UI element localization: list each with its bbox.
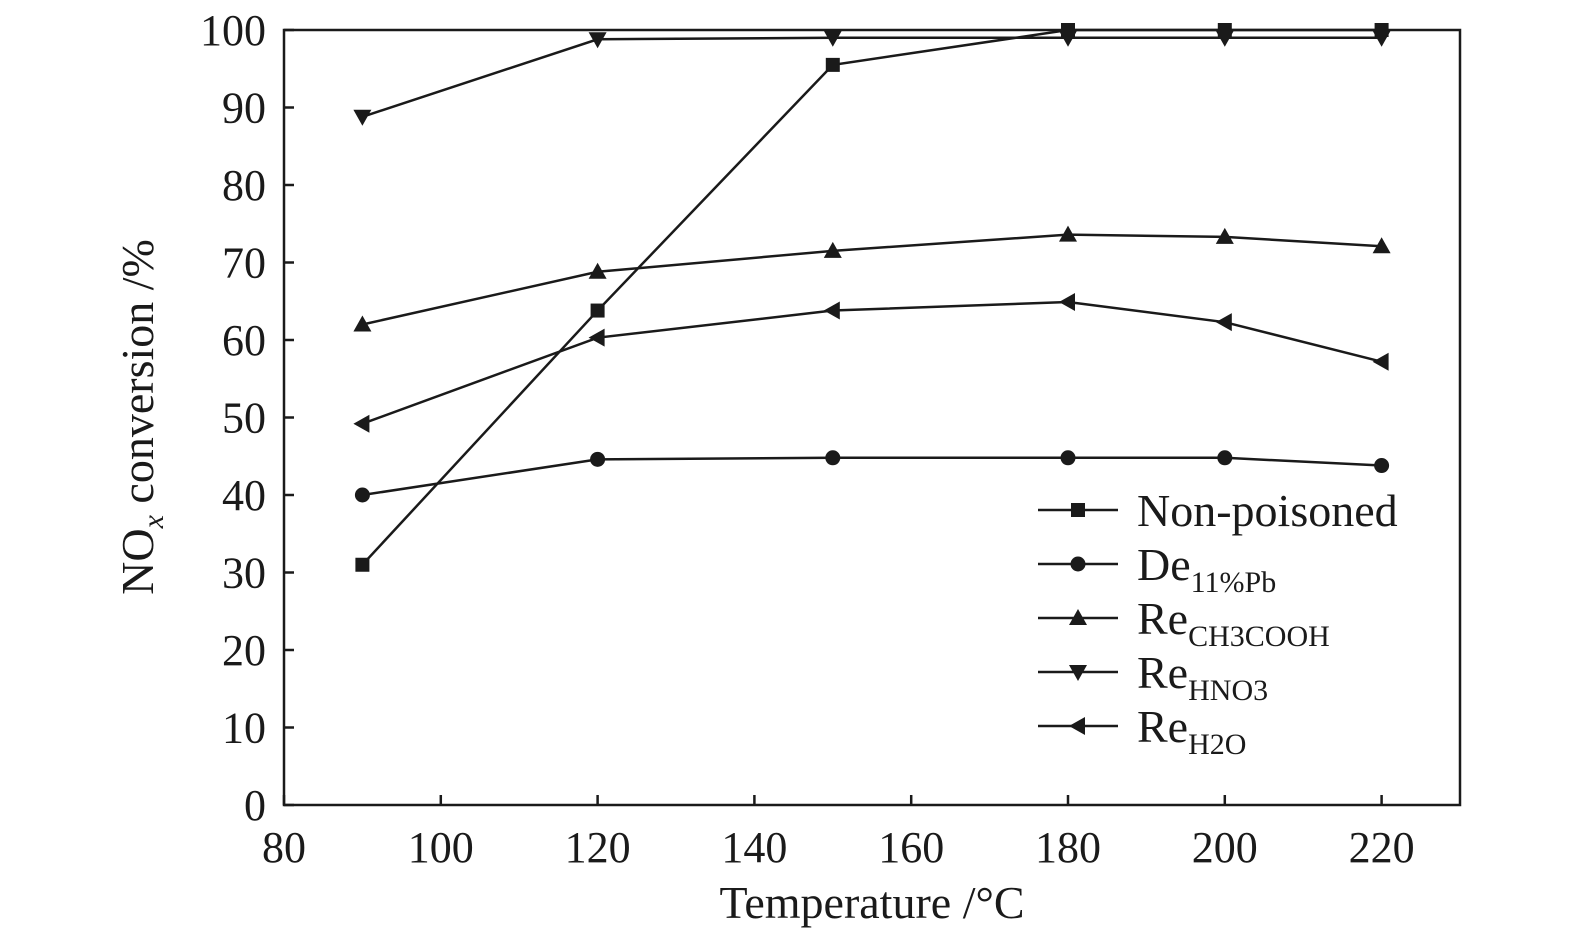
series-3 [353, 30, 1391, 126]
series-4 [353, 293, 1389, 433]
plot-frame [282, 28, 1462, 807]
x-tick-label: 140 [721, 823, 787, 872]
x-tick-label: 80 [262, 823, 306, 872]
legend-marker [1070, 556, 1086, 572]
data-point [1059, 293, 1075, 312]
y-tick-label: 70 [222, 239, 266, 288]
data-point [1372, 237, 1391, 254]
legend-marker [1071, 503, 1085, 517]
y-tick-label: 30 [222, 549, 266, 598]
x-tick-label: 120 [565, 823, 631, 872]
series-1 [354, 450, 1390, 503]
x-tick-label: 100 [408, 823, 474, 872]
y-tick-label: 50 [222, 394, 266, 443]
legend-marker [1069, 665, 1087, 681]
y-tick-label: 100 [200, 6, 266, 55]
legend-label: Non-poisoned [1137, 485, 1398, 536]
x-tick-label: 160 [878, 823, 944, 872]
data-point [1215, 227, 1234, 244]
y-tick-label: 40 [222, 471, 266, 520]
data-point [1215, 30, 1234, 47]
y-tick-label: 0 [244, 781, 266, 830]
y-tick-label: 10 [222, 704, 266, 753]
data-point [354, 487, 370, 503]
series-line [361, 300, 1382, 425]
legend-marker [1069, 717, 1085, 735]
x-axis-title: Temperature /°C [719, 877, 1024, 928]
data-point [590, 303, 605, 318]
y-tick-label: 60 [222, 316, 266, 365]
data-point [823, 30, 842, 47]
x-tick-label: 180 [1035, 823, 1101, 872]
legend-item: Non-poisoned [1038, 485, 1398, 536]
data-point [353, 315, 372, 332]
data-point [825, 57, 840, 72]
y-tick-label: 90 [222, 84, 266, 133]
data-point [1060, 450, 1076, 466]
data-point [588, 328, 605, 347]
x-axis: 80 100 120 140 160 180 200 220 [262, 795, 1415, 872]
data-point [823, 301, 840, 320]
legend-item: ReCH3COOH [1038, 593, 1330, 653]
data-point [1374, 458, 1390, 474]
data-point [1059, 30, 1077, 47]
legend-marker [1069, 609, 1087, 625]
series-line [362, 456, 1382, 497]
legend-label: ReCH3COOH [1137, 593, 1330, 653]
data-point [588, 262, 607, 279]
legend-item: ReH2O [1038, 701, 1246, 761]
y-axis-title: NOx conversion /% [112, 239, 170, 595]
data-point [1217, 450, 1233, 466]
data-point [825, 450, 841, 466]
series-line [362, 233, 1382, 326]
legend-label: ReHNO3 [1137, 647, 1268, 707]
series-2 [353, 225, 1391, 332]
y-tick-label: 20 [222, 626, 266, 675]
data-point [590, 451, 606, 467]
x-tick-label: 220 [1349, 823, 1415, 872]
data-point [823, 241, 842, 258]
data-point [355, 557, 370, 572]
data-point [1059, 225, 1077, 242]
data-point [353, 414, 370, 433]
legend-item: ReHNO3 [1038, 647, 1268, 707]
data-point [1372, 352, 1389, 371]
x-tick-label: 200 [1192, 823, 1258, 872]
y-tick-label: 80 [222, 161, 266, 210]
legend-label: ReH2O [1137, 701, 1246, 761]
data-point [353, 109, 372, 126]
series-layer [353, 23, 1391, 572]
series-line [362, 36, 1382, 118]
data-point [1215, 313, 1232, 332]
data-point [588, 32, 607, 49]
y-axis: 0 10 20 30 40 50 60 70 80 90 100 [200, 6, 294, 830]
data-point [1372, 30, 1391, 47]
legend-item: De11%Pb [1038, 539, 1276, 599]
legend-label: De11%Pb [1137, 539, 1276, 599]
